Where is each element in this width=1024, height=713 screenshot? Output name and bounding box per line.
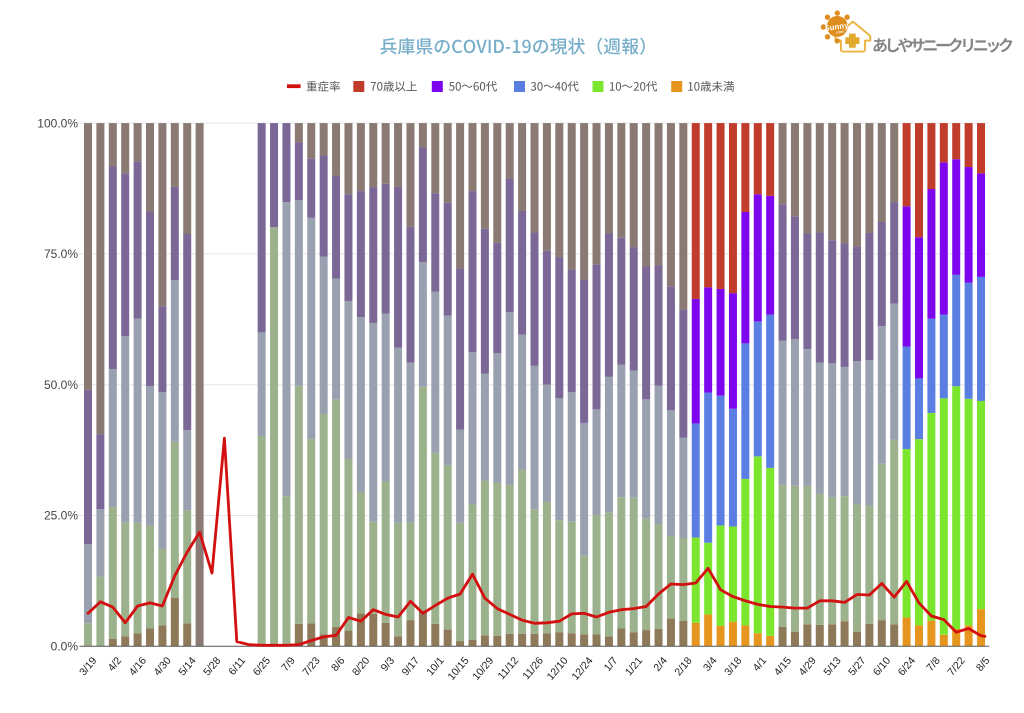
svg-text:25.0%: 25.0% (44, 509, 78, 523)
svg-text:50.0%: 50.0% (44, 378, 78, 392)
svg-text:0.0%: 0.0% (51, 640, 79, 654)
svg-text:100.0%: 100.0% (37, 116, 78, 130)
svg-text:75.0%: 75.0% (44, 247, 78, 261)
